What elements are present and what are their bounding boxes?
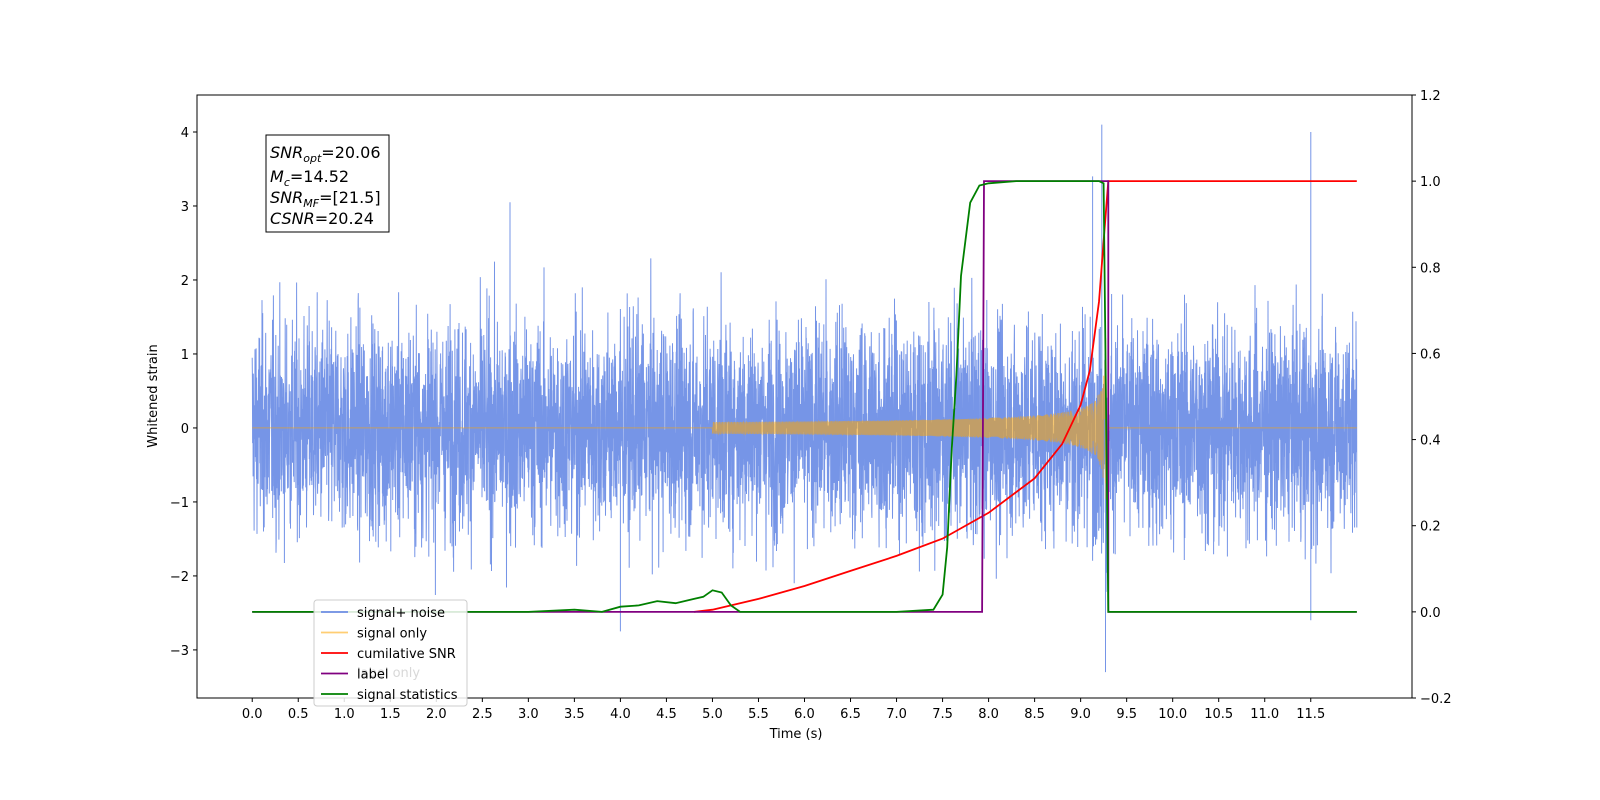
x-tick-label: 10.5 [1204,707,1233,722]
legend-ghost-text: label only [357,666,420,681]
x-tick-label: 7.5 [932,707,953,722]
y-right-tick-label: 0.6 [1420,347,1441,362]
x-tick-label: 3.5 [564,707,585,722]
y-right-tick-label: 0.4 [1420,434,1441,449]
y-right-tick-label: 0.8 [1420,261,1441,276]
x-tick-label: 11.0 [1250,707,1279,722]
legend-label: signal only [357,627,427,642]
stat-snr-opt: SNRopt=20.06 [270,143,381,165]
y-left-tick-label: −1 [170,496,189,511]
x-tick-label: 0.5 [288,707,309,722]
x-tick-label: 11.5 [1296,707,1325,722]
y-left-axis-ticks: −3 −2 −1 0 1 2 3 4 [170,126,197,659]
legend: label only signal+ noise signal only cumil… [313,599,468,707]
y-right-tick-label: −0.2 [1420,692,1452,707]
series-signal-only [252,337,1357,500]
line-cumilative-snr [693,180,1357,613]
y-right-tick-label: 0.0 [1420,606,1441,621]
x-tick-label: 5.5 [748,707,769,722]
line-signal-statistics [252,180,1357,613]
stat-csnr: CSNR=20.24 [270,209,374,228]
x-tick-label: 1.0 [334,707,355,722]
x-tick-label: 3.0 [518,707,539,722]
plot-area [251,124,1358,673]
legend-label: signal statistics [357,688,458,703]
y-right-tick-label: 1.0 [1420,175,1441,190]
legend-label: cumilative SNR [357,647,456,662]
y-left-tick-label: 4 [181,126,189,141]
x-tick-label: 9.0 [1070,707,1091,722]
y-left-tick-label: 2 [181,274,189,289]
x-tick-label: 8.5 [1024,707,1045,722]
x-tick-label: 8.0 [978,707,999,722]
stats-box-frame [265,134,390,233]
x-tick-label: 6.0 [794,707,815,722]
line-signal-only [252,337,1357,500]
x-tick-label: 4.5 [656,707,677,722]
legend-frame [313,599,468,707]
y-right-axis-ticks: −0.2 0.0 0.2 0.4 0.6 0.8 1.0 1.2 [1412,89,1452,707]
y-right-tick-label: 0.2 [1420,520,1441,535]
legend-label: label [357,668,388,683]
legend-entries: signal+ noise signal only cumilative SNR la… [321,606,458,703]
y-right-tick-label: 1.2 [1420,89,1441,104]
x-tick-label: 1.5 [380,707,401,722]
legend-label: signal+ noise [357,606,445,621]
stat-snr-mf: SNRMF=[21.5] [270,188,381,210]
x-tick-label: 0.0 [242,707,263,722]
y-left-tick-label: −2 [170,570,189,585]
x-tick-label: 10.0 [1158,707,1187,722]
x-tick-label: 2.5 [472,707,493,722]
x-tick-label: 5.0 [702,707,723,722]
series-right-axis [252,180,1357,613]
x-tick-label: 4.0 [610,707,631,722]
y-left-tick-label: 1 [181,348,189,363]
stat-mc: Mc=14.52 [270,167,349,189]
x-axis-label: Time (s) [769,727,823,742]
y-left-tick-label: 0 [181,422,189,437]
stats-box: SNRopt=20.06 Mc=14.52 SNRMF=[21.5] CSNR=… [265,134,390,233]
x-tick-label: 9.5 [1116,707,1137,722]
x-tick-label: 7.0 [886,707,907,722]
x-tick-label: 6.5 [840,707,861,722]
y-left-tick-label: −3 [170,644,189,659]
y-axis-label: Whitened strain [146,344,161,447]
x-axis-ticks: 0.0 0.5 1.0 1.5 2.0 2.5 3.0 3.5 4.0 4.5 5.0 5.5 6.0 6… [242,698,1325,722]
y-left-tick-label: 3 [181,200,189,215]
x-tick-label: 2.0 [426,707,447,722]
